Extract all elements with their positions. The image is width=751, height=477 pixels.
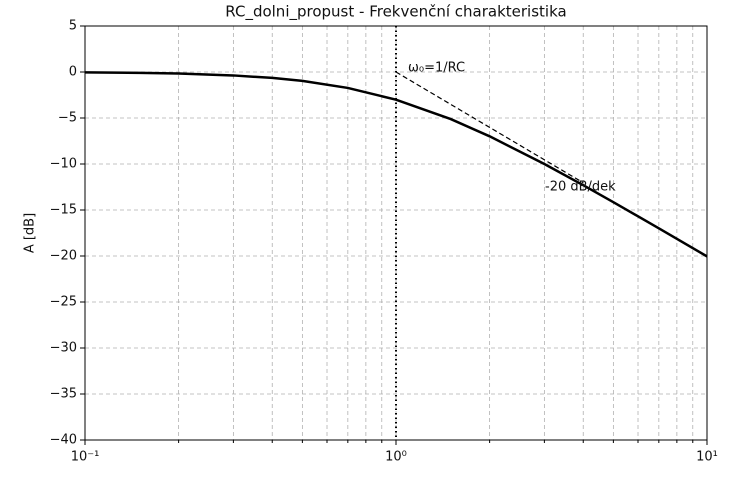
annotation: ω₀=1/RC bbox=[408, 61, 465, 76]
x-tick-label: 10⁰ bbox=[385, 450, 407, 465]
y-tick-label: −25 bbox=[50, 295, 77, 310]
y-tick-label: −35 bbox=[50, 387, 77, 402]
y-tick-label: −40 bbox=[50, 433, 77, 448]
y-tick-label: −30 bbox=[50, 341, 77, 356]
chart-title: RC_dolni_propust - Frekvenční charakteri… bbox=[225, 3, 566, 22]
curve bbox=[84, 71, 708, 258]
asymptote bbox=[395, 71, 584, 184]
y-tick-label: −5 bbox=[58, 111, 77, 126]
y-tick-label: 5 bbox=[69, 19, 77, 34]
annotation: -20 dB/dek bbox=[545, 180, 616, 195]
y-axis-label: A [dB] bbox=[23, 213, 38, 253]
y-tick-label: −20 bbox=[50, 249, 77, 264]
x-tick-label: 10¹ bbox=[696, 450, 718, 465]
y-tick-label: −10 bbox=[50, 157, 77, 172]
plot-frame bbox=[84, 25, 708, 441]
y-tick-label: −15 bbox=[50, 203, 77, 218]
y-tick-label: 0 bbox=[69, 65, 77, 80]
x-tick-label: 10⁻¹ bbox=[71, 450, 100, 465]
